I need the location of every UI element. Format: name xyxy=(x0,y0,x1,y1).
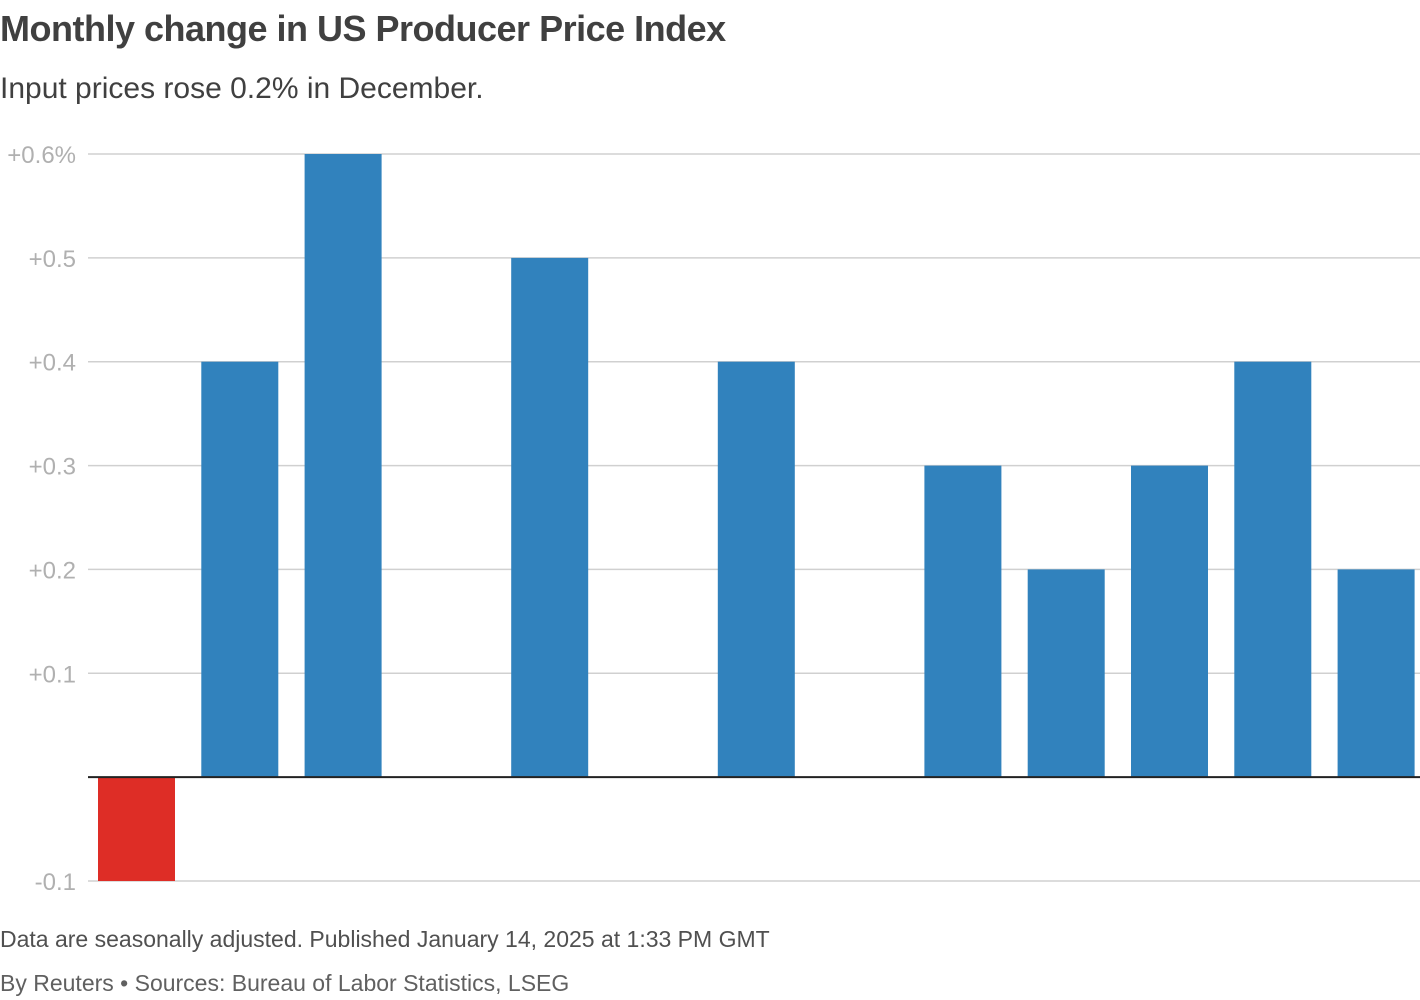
source-byline: By Reuters • Sources: Bureau of Labor St… xyxy=(0,970,570,996)
bar xyxy=(717,361,795,778)
data-note: Data are seasonally adjusted. Published … xyxy=(0,926,770,952)
y-tick-label: +0.2 xyxy=(29,557,76,584)
y-tick-label: +0.1 xyxy=(29,661,76,688)
bar xyxy=(304,154,382,778)
chart-subtitle: Input prices rose 0.2% in December. xyxy=(0,72,484,105)
bar xyxy=(201,361,279,778)
y-tick-label: -0.1 xyxy=(35,869,76,896)
bar xyxy=(1027,569,1105,778)
bar xyxy=(924,465,1002,778)
bars xyxy=(98,154,1415,881)
y-axis-tick-labels: +0.6% +0.5 +0.4 +0.3 +0.2 +0.1 -0.1 xyxy=(7,142,76,896)
bar xyxy=(98,777,175,881)
y-tick-label: +0.6% xyxy=(7,142,76,169)
y-tick-label: +0.5 xyxy=(29,246,76,273)
y-tick-label: +0.3 xyxy=(29,454,76,481)
y-tick-label: +0.4 xyxy=(29,350,76,377)
bar xyxy=(511,257,589,778)
bar xyxy=(1337,569,1415,778)
bar xyxy=(1131,465,1208,778)
bar xyxy=(1234,361,1312,778)
chart-title: Monthly change in US Producer Price Inde… xyxy=(0,8,726,49)
